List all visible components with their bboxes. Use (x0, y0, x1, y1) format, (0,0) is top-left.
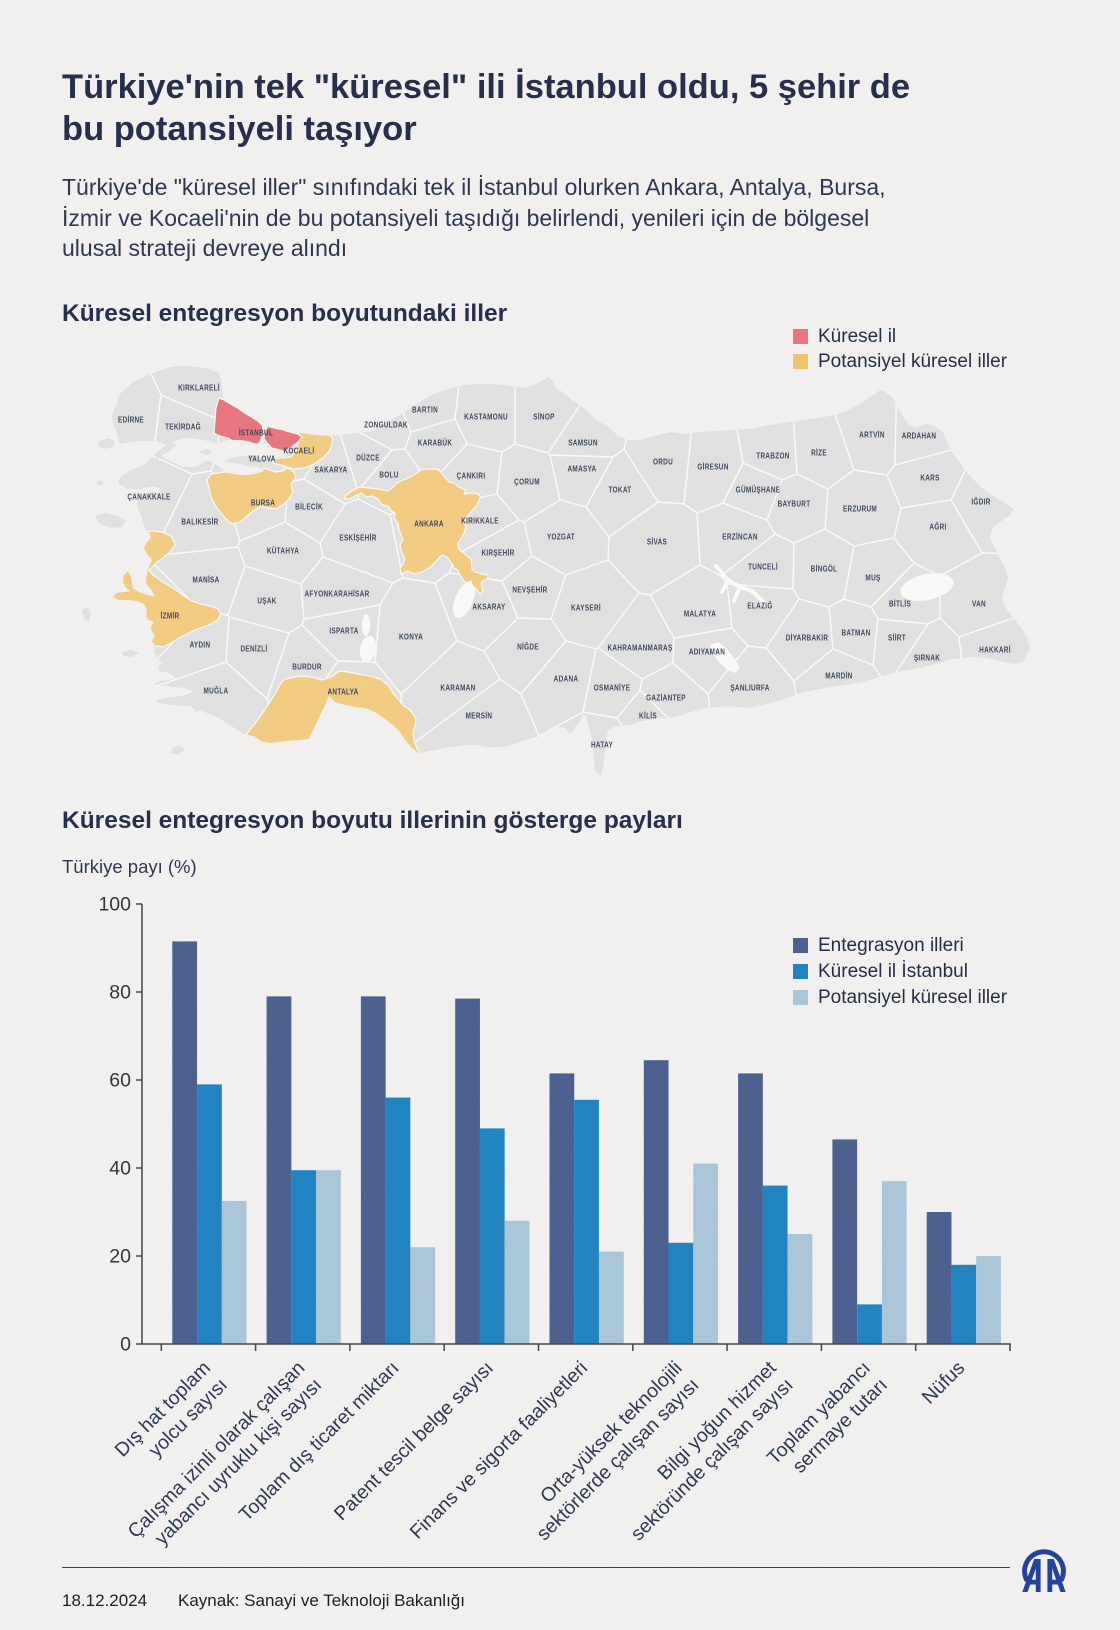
svg-text:80: 80 (109, 982, 131, 1004)
svg-text:ELAZIĞ: ELAZIĞ (747, 601, 772, 611)
svg-text:KAYSERİ: KAYSERİ (571, 603, 601, 613)
svg-text:SİNOP: SİNOP (533, 412, 554, 422)
svg-text:YOZGAT: YOZGAT (547, 532, 575, 542)
svg-text:ERZİNCAN: ERZİNCAN (722, 532, 757, 542)
svg-text:DENİZLİ: DENİZLİ (240, 644, 267, 654)
svg-text:ADANA: ADANA (554, 674, 579, 684)
svg-text:ŞIRNAK: ŞIRNAK (914, 653, 941, 663)
svg-text:MUĞLA: MUĞLA (204, 686, 229, 696)
svg-text:TOKAT: TOKAT (609, 485, 632, 495)
svg-text:IĞDIR: IĞDIR (971, 497, 991, 507)
svg-text:TRABZON: TRABZON (756, 451, 789, 461)
svg-text:KARABÜK: KARABÜK (418, 438, 453, 448)
svg-text:ORDU: ORDU (653, 457, 673, 467)
svg-text:BATMAN: BATMAN (841, 628, 870, 638)
svg-text:ARDAHAN: ARDAHAN (902, 431, 936, 441)
svg-text:BİTLİS: BİTLİS (889, 599, 911, 609)
svg-text:ADIYAMAN: ADIYAMAN (689, 647, 725, 657)
svg-text:20: 20 (109, 1246, 131, 1268)
svg-text:OSMANİYE: OSMANİYE (594, 683, 631, 693)
svg-text:DİYARBAKIR: DİYARBAKIR (786, 633, 829, 643)
svg-text:EDİRNE: EDİRNE (118, 415, 144, 425)
svg-text:KIRKLARELİ: KIRKLARELİ (178, 383, 220, 393)
svg-text:MANİSA: MANİSA (192, 575, 219, 585)
svg-text:VAN: VAN (972, 599, 986, 609)
svg-text:KİLİS: KİLİS (639, 711, 657, 721)
svg-text:AFYONKARAHİSAR: AFYONKARAHİSAR (304, 589, 369, 599)
svg-text:MALATYA: MALATYA (684, 609, 717, 619)
svg-text:KARS: KARS (920, 473, 939, 483)
svg-text:KIRIKKALE: KIRIKKALE (461, 516, 499, 526)
svg-text:GÜMÜŞHANE: GÜMÜŞHANE (736, 485, 781, 495)
svg-text:ZONGULDAK: ZONGULDAK (364, 420, 408, 430)
svg-text:BİLECİK: BİLECİK (295, 502, 323, 512)
svg-text:Nüfus: Nüfus (918, 1357, 970, 1409)
svg-text:KÜTAHYA: KÜTAHYA (267, 546, 300, 556)
svg-text:Potansiyel küresel iller: Potansiyel küresel iller (818, 987, 1008, 1008)
svg-text:TEKİRDAĞ: TEKİRDAĞ (165, 422, 201, 432)
svg-text:ÇANKIRI: ÇANKIRI (457, 471, 486, 481)
svg-text:ISPARTA: ISPARTA (329, 626, 359, 636)
svg-text:ANTALYA: ANTALYA (327, 687, 358, 697)
svg-text:GAZİANTEP: GAZİANTEP (646, 693, 686, 703)
svg-text:BOLU: BOLU (379, 470, 398, 480)
svg-text:Patent tescil belge sayısı: Patent tescil belge sayısı (330, 1357, 498, 1525)
svg-text:TUNCELİ: TUNCELİ (748, 562, 778, 572)
svg-text:KONYA: KONYA (399, 632, 423, 642)
svg-text:AKSARAY: AKSARAY (472, 602, 505, 612)
svg-text:40: 40 (109, 1158, 131, 1180)
svg-text:BURSA: BURSA (251, 498, 276, 508)
svg-text:MARDİN: MARDİN (825, 671, 852, 681)
svg-text:KOCAELİ: KOCAELİ (284, 446, 315, 456)
svg-text:HAKKARİ: HAKKARİ (979, 645, 1011, 655)
svg-text:MERSİN: MERSİN (466, 711, 493, 721)
svg-text:BAYBURT: BAYBURT (778, 499, 811, 509)
svg-text:AMASYA: AMASYA (568, 464, 597, 474)
svg-text:NİĞDE: NİĞDE (517, 642, 539, 652)
svg-text:KARAMAN: KARAMAN (440, 683, 475, 693)
svg-text:ANKARA: ANKARA (414, 519, 444, 529)
svg-text:YALOVA: YALOVA (248, 454, 276, 464)
svg-text:MUŞ: MUŞ (865, 573, 880, 583)
svg-text:KIRŞEHİR: KIRŞEHİR (481, 548, 514, 558)
svg-text:RİZE: RİZE (811, 448, 827, 458)
svg-text:UŞAK: UŞAK (257, 596, 277, 606)
svg-text:BALIKESİR: BALIKESİR (181, 517, 219, 527)
svg-text:BİNGÖL: BİNGÖL (811, 564, 838, 574)
svg-text:ERZURUM: ERZURUM (843, 504, 877, 514)
svg-text:KASTAMONU: KASTAMONU (464, 412, 508, 422)
svg-text:BURDUR: BURDUR (292, 662, 322, 672)
svg-text:NEVŞEHİR: NEVŞEHİR (512, 585, 547, 595)
svg-text:DÜZCE: DÜZCE (356, 453, 380, 463)
svg-text:Entegrasyon illeri: Entegrasyon illeri (818, 935, 964, 956)
svg-text:100: 100 (98, 894, 131, 916)
svg-text:Küresel il İstanbul: Küresel il İstanbul (818, 961, 968, 982)
svg-text:AYDIN: AYDIN (190, 640, 211, 650)
svg-text:SAMSUN: SAMSUN (568, 438, 598, 448)
svg-text:ÇANAKKALE: ÇANAKKALE (127, 492, 170, 502)
svg-text:SİİRT: SİİRT (888, 633, 906, 643)
svg-text:KAHRAMANMARAŞ: KAHRAMANMARAŞ (607, 643, 672, 653)
svg-text:AĞRI: AĞRI (929, 522, 946, 532)
svg-text:SİVAS: SİVAS (647, 537, 667, 547)
svg-text:İSTANBUL: İSTANBUL (239, 428, 273, 438)
svg-text:BARTIN: BARTIN (412, 405, 438, 415)
svg-text:ESKİŞEHİR: ESKİŞEHİR (339, 533, 377, 543)
svg-text:SAKARYA: SAKARYA (315, 465, 348, 475)
svg-text:60: 60 (109, 1070, 131, 1092)
svg-text:ŞANLIURFA: ŞANLIURFA (730, 683, 770, 693)
svg-text:HATAY: HATAY (591, 740, 613, 750)
svg-text:ARTVİN: ARTVİN (859, 430, 885, 440)
svg-text:ÇORUM: ÇORUM (514, 477, 540, 487)
svg-text:GİRESUN: GİRESUN (697, 462, 728, 472)
svg-text:0: 0 (120, 1334, 131, 1356)
svg-text:İZMİR: İZMİR (161, 611, 180, 621)
